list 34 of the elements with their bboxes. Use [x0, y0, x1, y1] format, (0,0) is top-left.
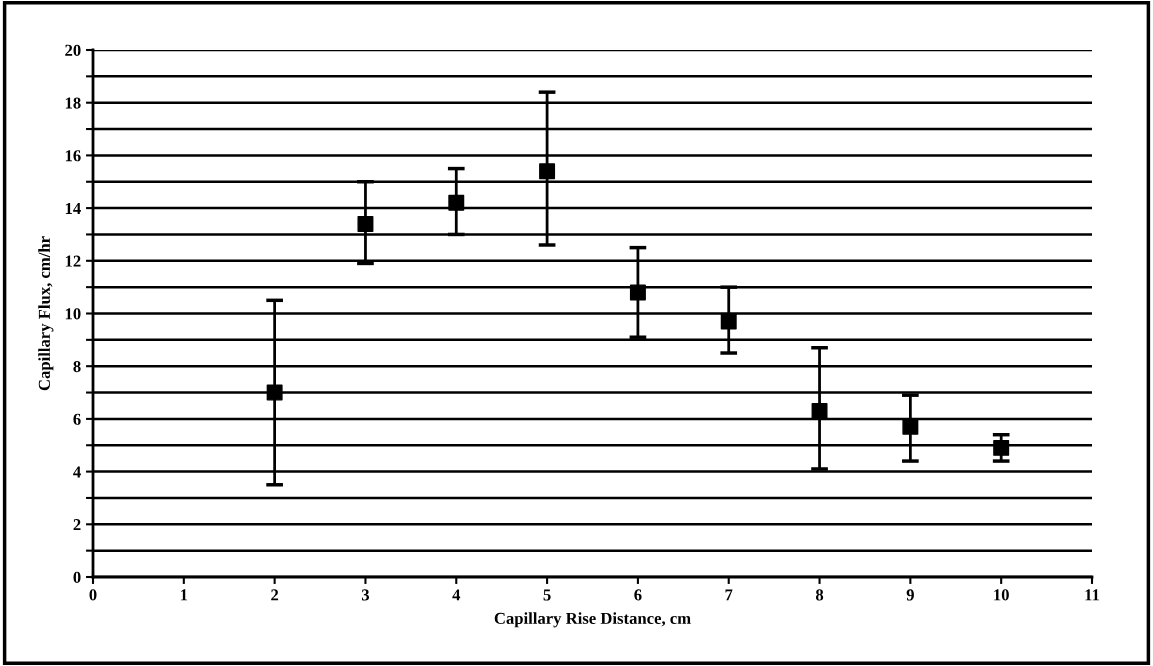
y-tick-label: 2 [73, 519, 81, 531]
point [357, 215, 374, 232]
x-tick-label: 5 [543, 589, 551, 601]
x-tick-label: 11 [1085, 589, 1100, 601]
y-tick-label: 20 [65, 44, 81, 56]
y-axis-title: Capillary Flux, cm/hr [38, 236, 54, 391]
point [720, 313, 737, 330]
y-tick-label: 16 [65, 150, 81, 162]
point [993, 439, 1010, 456]
point [448, 194, 465, 211]
point [266, 384, 283, 401]
y-tick-label: 14 [65, 202, 81, 214]
x-tick-label: 3 [361, 589, 370, 601]
x-tick-label: 10 [994, 589, 1009, 601]
point [902, 418, 919, 435]
x-tick-label: 7 [725, 589, 733, 601]
x-axis-title: Capillary Rise Distance, cm [494, 612, 691, 628]
point [539, 163, 556, 180]
y-tick-label: 4 [73, 466, 81, 478]
x-tick-label: 9 [906, 589, 914, 601]
point [629, 284, 646, 301]
point [811, 403, 828, 419]
x-tick-label: 4 [452, 589, 461, 601]
y-tick-label: 0 [73, 571, 81, 583]
y-tick-label: 10 [65, 308, 81, 320]
y-tick-label: 12 [65, 255, 81, 267]
x-tick-label: 8 [815, 589, 824, 601]
y-tick-label: 6 [73, 413, 81, 425]
x-tick-label: 0 [89, 589, 97, 601]
x-tick-label: 6 [634, 589, 642, 601]
x-tick-label: 2 [271, 589, 279, 601]
y-tick-label: 18 [65, 97, 81, 109]
x-tick-label: 1 [180, 589, 188, 601]
y-tick-label: 8 [73, 360, 81, 373]
